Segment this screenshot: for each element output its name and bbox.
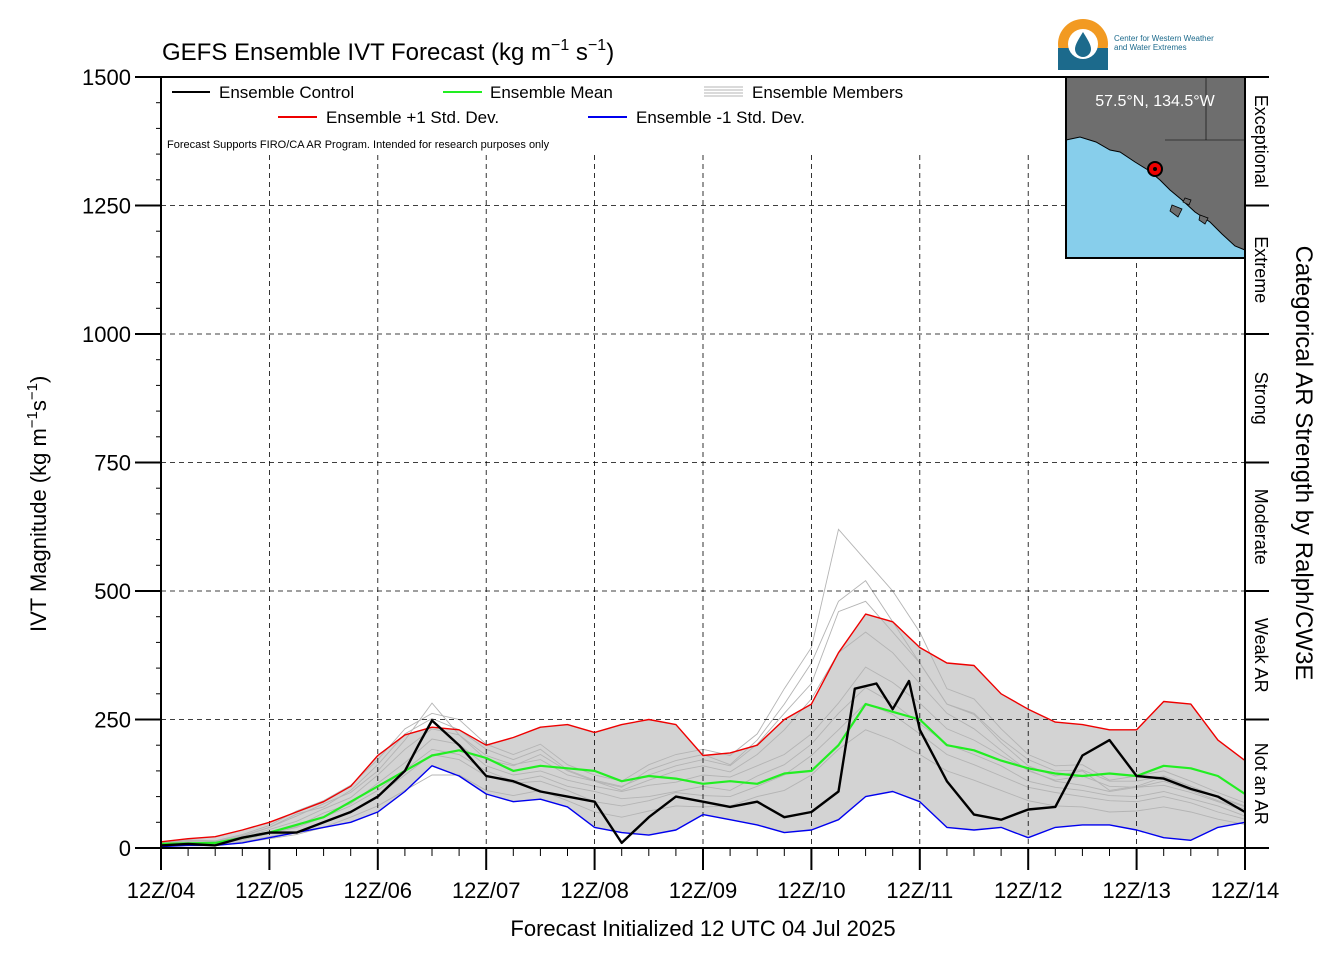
legend-minus-label: Ensemble -1 Std. Dev. [636,108,805,127]
inset-map: 57.5°N, 134.5°W [1065,76,1246,259]
x-tick-label: 12Z/08 [560,878,629,903]
right-axis-label: Categorical AR Strength by Ralph/CW3E [1290,246,1317,681]
category-label: Extreme [1251,236,1271,303]
chart-title: GEFS Ensemble IVT Forecast (kg m−1 s−1) [162,37,614,66]
x-tick-label: 12Z/07 [452,878,521,903]
series-lines [160,613,1246,848]
legend-control-label: Ensemble Control [219,83,354,102]
logo-text-2: and Water Extremes [1114,43,1187,52]
legend-mean-label: Ensemble Mean [490,83,613,102]
grid-lines [161,155,1245,848]
x-axis-label: Forecast Initialized 12 UTC 04 Jul 2025 [510,916,895,941]
y-axis-label: IVT Magnitude (kg m−1s−1) [24,376,51,632]
x-tick-label: 12Z/10 [777,878,846,903]
location-marker-center [1153,167,1157,171]
y-tick-label: 1000 [82,322,131,347]
inset-frame [1065,76,1246,259]
x-tick-label: 12Z/06 [344,878,413,903]
y-tick-label: 0 [119,836,131,861]
legend: Ensemble Control Ensemble Mean Ensemble … [167,83,903,151]
legend-members-label: Ensemble Members [752,83,903,102]
category-label: Not an AR [1251,743,1271,825]
category-label: Moderate [1251,489,1271,565]
std-dev-band-fill [161,614,1245,847]
y-tick-label: 1250 [82,194,131,219]
cw3e-logo: Center for Western Weather and Water Ext… [1058,19,1214,70]
inset-islands [1169,197,1209,225]
logo-text-1: Center for Western Weather [1114,34,1214,43]
x-tick-label: 12Z/14 [1211,878,1280,903]
category-label: Strong [1251,372,1271,425]
category-label: Weak AR [1251,618,1271,693]
x-tick-label: 12Z/11 [886,878,953,903]
y-tick-label: 250 [94,708,131,733]
x-tick-label: 12Z/05 [235,878,304,903]
legend-members-swatch [704,86,743,97]
category-label: Exceptional [1251,95,1271,188]
category-axis: Not an AR Weak AR Moderate Strong Extreme Exc… [1244,76,1271,849]
y-tick-label: 500 [94,579,131,604]
minus-std-line [160,765,1246,848]
y-tick-label: 750 [94,451,131,476]
x-tick-label: 12Z/13 [1102,878,1171,903]
x-tick-label: 12Z/12 [994,878,1063,903]
research-note: Forecast Supports FIRO/CA AR Program. In… [167,139,550,151]
x-tick-label: 12Z/04 [127,878,196,903]
legend-plus-label: Ensemble +1 Std. Dev. [326,108,499,127]
inset-coords-label: 57.5°N, 134.5°W [1095,93,1215,110]
logo-drop-icon [1075,32,1091,57]
control-line [160,679,1246,847]
axes: 0 250 500 750 1000 1250 1500 12Z/04 12Z/05 12Z/06… [82,65,1279,903]
y-tick-label: 1500 [82,65,131,90]
x-tick-label: 12Z/09 [669,878,738,903]
ensemble-member-line [160,631,1246,845]
plus-std-line [160,613,1246,843]
mean-line [160,702,1246,845]
